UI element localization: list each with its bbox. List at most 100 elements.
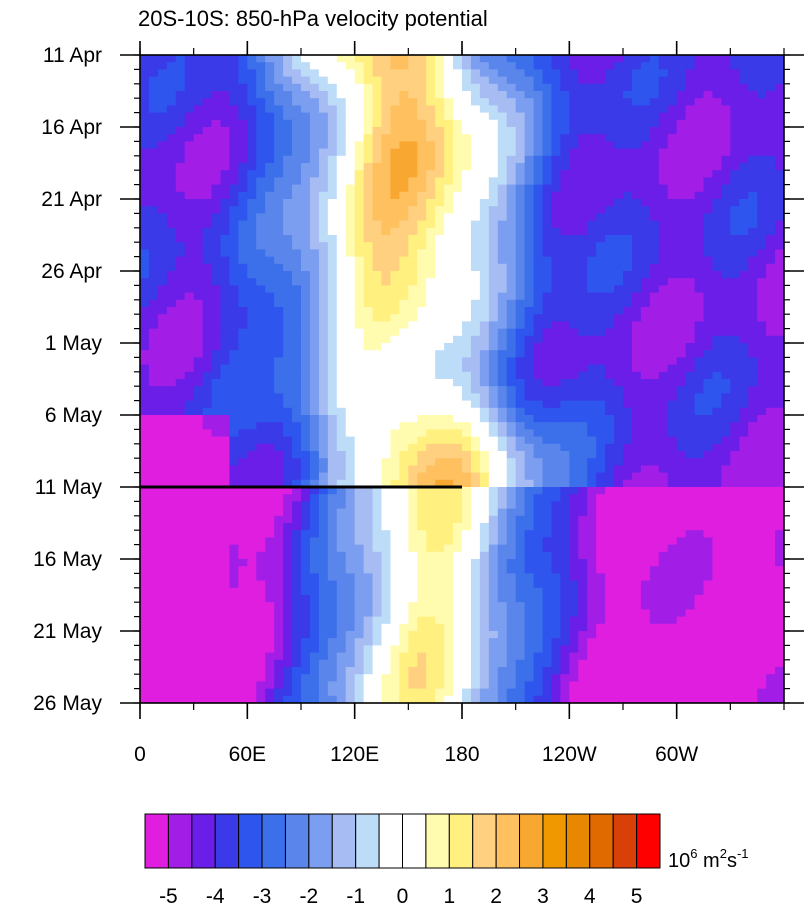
- heatmap-cell: [336, 69, 347, 78]
- heatmap-cell: [578, 141, 588, 150]
- heatmap-cell: [462, 415, 472, 423]
- heatmap-cell: [256, 472, 266, 481]
- heatmap-cell: [605, 343, 615, 351]
- heatmap-cell: [462, 271, 472, 279]
- heatmap-cell: [560, 163, 570, 171]
- heatmap-cell: [229, 83, 239, 92]
- heatmap-cell: [533, 263, 544, 272]
- heatmap-cell: [283, 451, 293, 459]
- heatmap-cell: [560, 112, 570, 121]
- heatmap-cell: [220, 487, 231, 495]
- heatmap-cell: [309, 256, 320, 265]
- heatmap-cell: [587, 487, 597, 495]
- heatmap-cell: [533, 227, 544, 236]
- heatmap-cell: [667, 83, 678, 92]
- heatmap-cell: [676, 537, 687, 546]
- heatmap-cell: [140, 271, 150, 279]
- heatmap-cell: [336, 170, 347, 178]
- heatmap-cell: [166, 105, 177, 114]
- heatmap-cell: [327, 163, 338, 171]
- heatmap-cell: [766, 364, 776, 373]
- heatmap-cell: [327, 285, 338, 294]
- heatmap-cell: [336, 415, 347, 423]
- heatmap-cell: [426, 364, 436, 373]
- heatmap-cell: [301, 98, 311, 106]
- heatmap-cell: [238, 299, 248, 308]
- heatmap-cell: [712, 299, 722, 308]
- heatmap-cell: [318, 191, 329, 200]
- heatmap-cell: [363, 55, 374, 63]
- heatmap-cell: [211, 220, 222, 229]
- heatmap-cell: [175, 314, 186, 322]
- heatmap-cell: [470, 415, 481, 423]
- heatmap-cell: [211, 163, 222, 171]
- heatmap-cell: [292, 487, 302, 495]
- heatmap-cell: [453, 407, 463, 416]
- heatmap-cell: [667, 76, 678, 85]
- heatmap-cell: [336, 271, 347, 279]
- heatmap-cell: [757, 155, 767, 164]
- heatmap-cell: [140, 400, 150, 409]
- heatmap-cell: [247, 148, 257, 157]
- heatmap-cell: [775, 62, 784, 70]
- heatmap-cell: [515, 501, 526, 510]
- heatmap-cell: [721, 105, 731, 114]
- heatmap-cell: [345, 134, 356, 142]
- heatmap-cell: [623, 62, 633, 70]
- heatmap-cell: [345, 364, 356, 373]
- heatmap-cell: [211, 501, 222, 510]
- heatmap-cell: [497, 494, 508, 502]
- heatmap-cell: [685, 436, 696, 445]
- heatmap-cell: [184, 220, 195, 229]
- heatmap-cell: [506, 98, 517, 106]
- heatmap-cell: [140, 242, 150, 250]
- heatmap-cell: [256, 479, 266, 488]
- heatmap-cell: [372, 307, 383, 315]
- heatmap-cell: [211, 393, 222, 402]
- heatmap-cell: [488, 479, 499, 488]
- heatmap-cell: [658, 321, 669, 330]
- heatmap-cell: [766, 515, 776, 524]
- heatmap-cell: [390, 155, 400, 164]
- heatmap-cell: [148, 177, 159, 186]
- heatmap-cell: [238, 213, 248, 222]
- heatmap-cell: [175, 494, 186, 502]
- heatmap-cell: [614, 220, 624, 229]
- heatmap-cell: [533, 451, 544, 459]
- heatmap-cell: [676, 472, 687, 481]
- heatmap-cell: [667, 407, 678, 416]
- heatmap-cell: [426, 55, 436, 63]
- heatmap-cell: [506, 249, 517, 258]
- heatmap-cell: [390, 227, 400, 236]
- heatmap-cell: [453, 220, 463, 229]
- heatmap-cell: [238, 155, 248, 164]
- heatmap-cell: [676, 379, 687, 387]
- heatmap-cell: [462, 292, 472, 301]
- heatmap-cell: [265, 62, 275, 70]
- heatmap-cell: [506, 199, 517, 207]
- heatmap-cell: [372, 429, 383, 438]
- heatmap-cell: [462, 321, 472, 330]
- heatmap-cell: [256, 299, 266, 308]
- heatmap-cell: [721, 98, 731, 106]
- heatmap-cell: [453, 69, 463, 78]
- heatmap-cell: [363, 170, 374, 178]
- heatmap-cell: [587, 544, 597, 553]
- heatmap-cell: [623, 544, 633, 553]
- heatmap-cell: [345, 199, 356, 207]
- heatmap-cell: [658, 343, 669, 351]
- heatmap-cell: [453, 371, 463, 380]
- heatmap-cell: [721, 458, 731, 466]
- heatmap-cell: [721, 285, 731, 294]
- heatmap-cell: [229, 184, 239, 193]
- heatmap-cell: [578, 155, 588, 164]
- heatmap-cell: [220, 83, 231, 92]
- heatmap-cell: [748, 451, 758, 459]
- heatmap-cell: [605, 515, 615, 524]
- heatmap-cell: [614, 393, 624, 402]
- heatmap-cell: [399, 206, 409, 214]
- heatmap-cell: [560, 472, 570, 481]
- heatmap-cell: [515, 393, 526, 402]
- heatmap-cell: [318, 487, 329, 495]
- heatmap-cell: [390, 508, 400, 517]
